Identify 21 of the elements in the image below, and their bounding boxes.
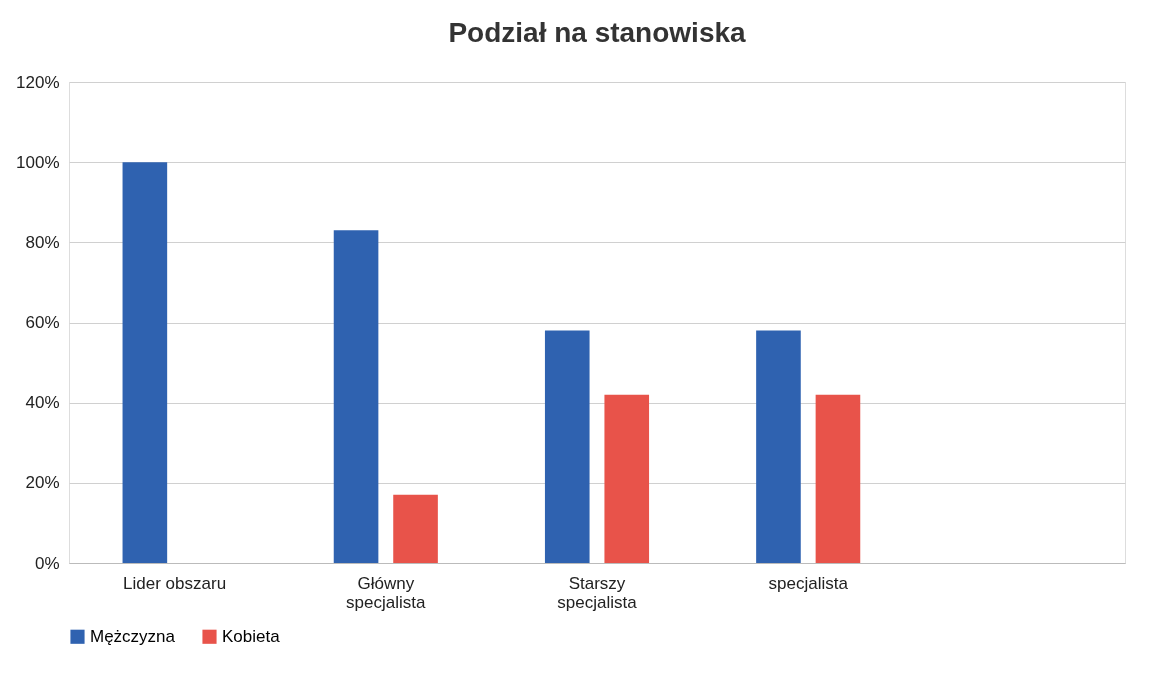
y-tick-label: 40% xyxy=(25,393,60,413)
bar xyxy=(333,230,379,563)
bar xyxy=(122,162,168,563)
legend-label: Kobieta xyxy=(222,626,281,646)
y-tick-label: 60% xyxy=(25,313,60,332)
bar xyxy=(544,330,590,563)
x-tick-label: Starszy specjalista xyxy=(557,573,638,612)
y-tick-label: 0% xyxy=(34,553,60,573)
x-tick-label: Główny specjalista xyxy=(346,573,427,612)
y-tick-label: 100% xyxy=(16,152,60,172)
bar xyxy=(393,494,438,563)
bar xyxy=(815,394,861,563)
y-tick-label: 20% xyxy=(25,473,60,493)
bar xyxy=(604,394,650,563)
x-tick-label: Lider obszaru xyxy=(123,573,227,593)
x-tick-label: specjalista xyxy=(768,573,849,593)
legend-label: Mężczyzna xyxy=(90,626,176,646)
chart-title: Podział na stanowiska xyxy=(448,17,747,48)
y-tick-label: 80% xyxy=(25,232,60,252)
y-tick-label: 120% xyxy=(16,72,60,92)
bar xyxy=(756,330,801,563)
